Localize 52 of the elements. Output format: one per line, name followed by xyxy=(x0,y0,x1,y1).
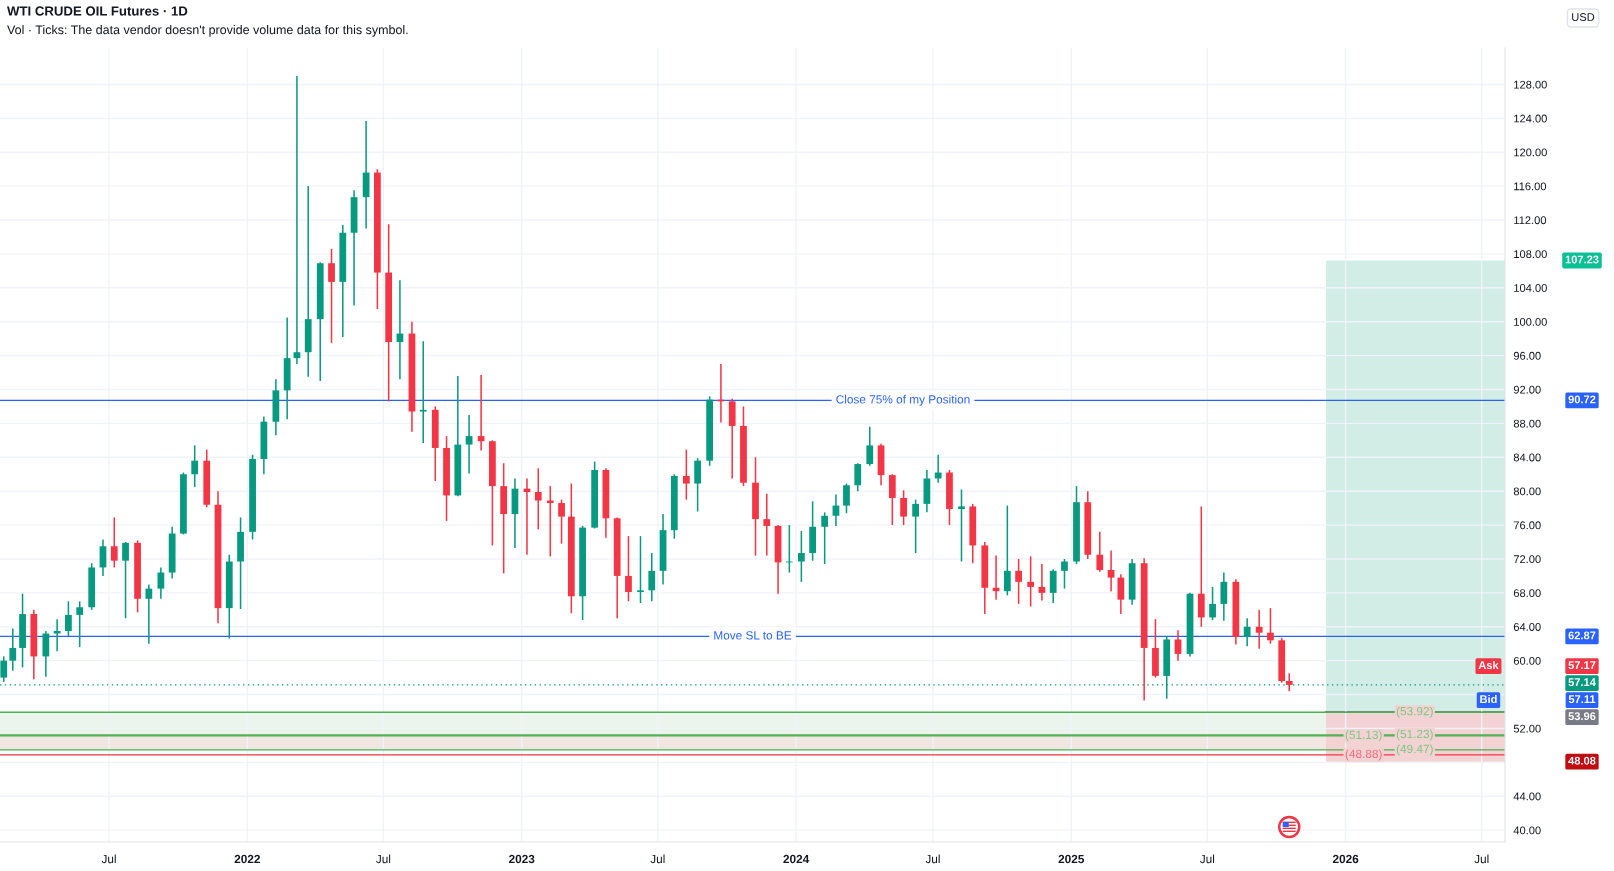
annotation: (51.23) xyxy=(1396,729,1433,741)
y-tick-label: 112.00 xyxy=(1514,216,1547,225)
annotation: (48.88) xyxy=(1345,749,1382,761)
y-tick-label: 124.00 xyxy=(1514,114,1547,123)
y-tick-label: 64.00 xyxy=(1513,623,1541,631)
ref-line-label: Move SL to BE xyxy=(714,631,792,640)
chart-title: WTI CRUDE OIL Futures · 1D xyxy=(7,6,188,16)
annotation: (51.13) xyxy=(1345,730,1382,742)
x-tick-label: Jul xyxy=(925,854,940,864)
y-tick-label: 76.00 xyxy=(1513,521,1541,530)
y-tick-label: 72.00 xyxy=(1513,555,1541,564)
y-tick-label: 128.00 xyxy=(1514,80,1547,89)
x-tick-label: Jul xyxy=(650,854,665,864)
y-tick-label: 96.00 xyxy=(1513,351,1541,360)
text: 90.72 xyxy=(1568,395,1596,404)
text: 48.08 xyxy=(1568,756,1596,765)
y-tick-label: 120.00 xyxy=(1514,148,1547,157)
annotation: (49.47) xyxy=(1396,744,1433,756)
text: 57.14 xyxy=(1568,678,1596,687)
x-tick-label: Jul xyxy=(1474,854,1489,864)
ref-line-label: Close 75% of my Position xyxy=(836,394,970,406)
x-tick-label: 2022 xyxy=(234,854,260,864)
y-tick-label: 116.00 xyxy=(1514,182,1547,191)
y-tick-label: 80.00 xyxy=(1513,487,1541,496)
text: 53.96 xyxy=(1568,712,1596,721)
y-tick-label: 84.00 xyxy=(1513,453,1541,462)
y-tick-label: 88.00 xyxy=(1513,419,1541,428)
text: 107.23 xyxy=(1565,255,1599,264)
annotation: (53.92) xyxy=(1396,706,1433,718)
y-tick-label: 108.00 xyxy=(1514,250,1547,259)
annotation: Bid xyxy=(1480,694,1497,704)
text: 62.87 xyxy=(1568,631,1596,640)
y-tick-label: 100.00 xyxy=(1514,317,1547,326)
text: 57.17 xyxy=(1568,661,1596,670)
annotation: Ask xyxy=(1478,660,1499,670)
chart-subtitle: Vol · Ticks: The data vendor doesn't provide volume data for this symbol. xyxy=(7,25,408,37)
y-tick-label: 52.00 xyxy=(1513,724,1541,733)
x-tick-label: Jul xyxy=(376,854,391,864)
y-tick-label: 104.00 xyxy=(1514,284,1547,292)
y-tick-label: 40.00 xyxy=(1513,826,1541,835)
x-tick-label: Jul xyxy=(1199,854,1215,864)
x-tick-label: 2024 xyxy=(783,854,810,864)
y-tick-label: 68.00 xyxy=(1513,589,1541,597)
y-tick-label: 92.00 xyxy=(1513,385,1541,394)
y-tick-label: 44.00 xyxy=(1513,792,1541,801)
y-tick-label: 60.00 xyxy=(1513,656,1541,665)
x-tick-label: Jul xyxy=(101,854,116,864)
x-tick-label: 2023 xyxy=(508,854,535,864)
y-axis-title: USD xyxy=(1572,13,1595,21)
text: 57.11 xyxy=(1568,695,1596,704)
x-tick-label: 2025 xyxy=(1058,854,1085,864)
x-tick-label: 2026 xyxy=(1332,854,1359,864)
